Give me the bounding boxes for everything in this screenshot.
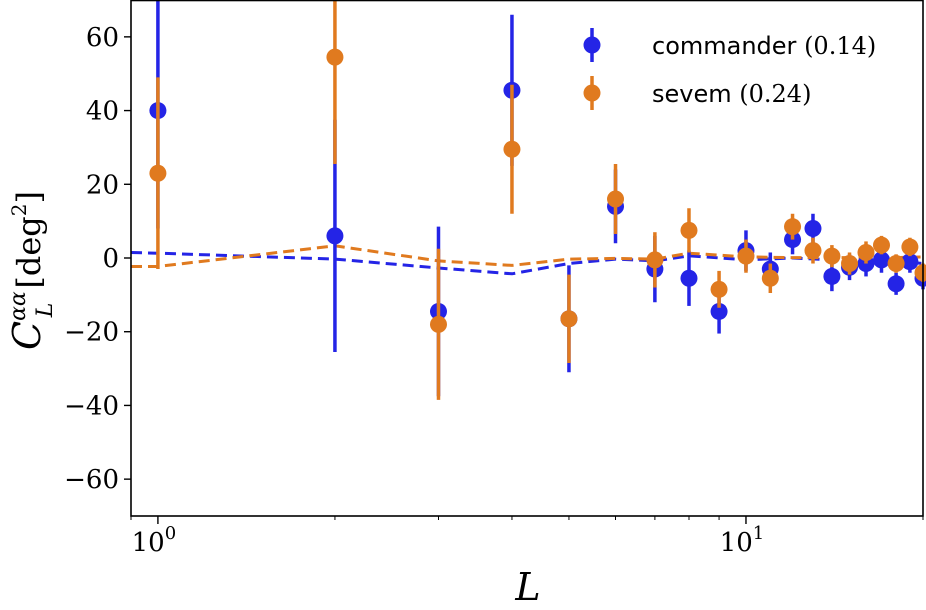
marker [887, 255, 905, 273]
legend-value-sevem: (0.24) [739, 80, 811, 108]
data-point-sevem [560, 274, 578, 364]
data-point-sevem [784, 213, 802, 240]
y-tick-label: −40 [64, 391, 119, 421]
y-tick-label: −60 [64, 465, 119, 495]
plot-area-border [130, 0, 924, 517]
marker [872, 251, 890, 269]
data-point-sevem [804, 237, 822, 264]
marker [901, 238, 919, 256]
x-axis-title: L [514, 565, 540, 609]
y-axis-label-sup: αα [6, 291, 31, 321]
data-point-sevem [761, 263, 779, 294]
x-axis-label: L [514, 565, 540, 609]
data-point-sevem [737, 239, 755, 273]
svg-text:commander (0.14): commander (0.14) [652, 32, 876, 60]
legend-item-commander: commander (0.14) [583, 28, 876, 62]
legend-label-sevem: sevem [652, 80, 732, 108]
y-axis-label-sub: L [33, 303, 58, 319]
marker [680, 269, 698, 287]
data-point-commander [887, 272, 905, 295]
legend-marker-sevem [583, 84, 601, 102]
marker [872, 236, 890, 254]
legend-value-commander: (0.14) [804, 32, 876, 60]
marker [841, 255, 859, 273]
marker [804, 242, 822, 260]
data-point-sevem [710, 270, 728, 308]
data-point-sevem [429, 248, 447, 400]
x-tick-label: 100 [132, 523, 177, 558]
marker [326, 227, 344, 245]
marker [823, 247, 841, 265]
baseline-sevem [131, 244, 924, 268]
marker [857, 243, 875, 261]
points-layer [149, 0, 926, 400]
legend-item-sevem: sevem (0.24) [583, 76, 811, 110]
y-axis-label-unit: [deg [10, 216, 48, 288]
data-point-sevem [841, 252, 859, 275]
y-tick-label: 20 [86, 170, 119, 200]
data-point-sevem [149, 77, 167, 270]
marker [429, 315, 447, 333]
legend-label-commander: commander [652, 32, 797, 60]
y-tick-label: 40 [86, 97, 119, 127]
baseline-commander [131, 251, 924, 276]
marker [784, 218, 802, 236]
marker [607, 190, 625, 208]
legend: commander (0.14) sevem (0.24) [583, 28, 876, 110]
x-tick-label-exponent: 1 [753, 523, 764, 544]
svg-text:sevem (0.24): sevem (0.24) [652, 80, 811, 108]
data-point-sevem [646, 232, 664, 288]
plot-frame [130, 0, 924, 517]
data-point-sevem [872, 235, 890, 255]
data-point-sevem [326, 0, 344, 165]
baseline-layer [131, 244, 924, 276]
marker [646, 251, 664, 269]
data-point-commander [680, 250, 698, 306]
marker [823, 267, 841, 285]
x-tick-label-exponent: 0 [165, 523, 176, 544]
legend-marker-commander [583, 36, 601, 54]
marker [887, 275, 905, 293]
y-axis-title: CααL [deg2] [5, 191, 58, 350]
marker [326, 48, 344, 66]
marker [149, 164, 167, 182]
y-axis-label-unit-close: ] [10, 191, 48, 203]
svg-text:CααL[deg2]: CααL [deg2] [5, 191, 58, 350]
marker [680, 221, 698, 239]
data-point-sevem [503, 84, 521, 214]
marker [804, 220, 822, 238]
data-point-sevem [901, 237, 919, 257]
marker [503, 140, 521, 158]
marker [710, 280, 728, 298]
marker [710, 302, 728, 320]
y-tick-label: 0 [102, 244, 119, 274]
marker [761, 269, 779, 287]
marker [560, 310, 578, 328]
y-axis-label-main: C [5, 321, 49, 350]
data-point-sevem [857, 241, 875, 264]
x-tick-label: 101 [720, 523, 765, 558]
y-axis-label-unit-sup: 2 [7, 203, 31, 216]
y-tick-label: 60 [86, 23, 119, 53]
data-point-sevem [823, 245, 841, 268]
marker [737, 247, 755, 265]
marker [901, 253, 919, 271]
data-point-sevem [607, 164, 625, 235]
y-tick-label: −20 [64, 318, 119, 348]
data-point-sevem [887, 254, 905, 273]
ticks-layer: 60 40 20 0 −20 −40 −60 100 101 [64, 23, 924, 558]
data-point-sevem [680, 208, 698, 253]
